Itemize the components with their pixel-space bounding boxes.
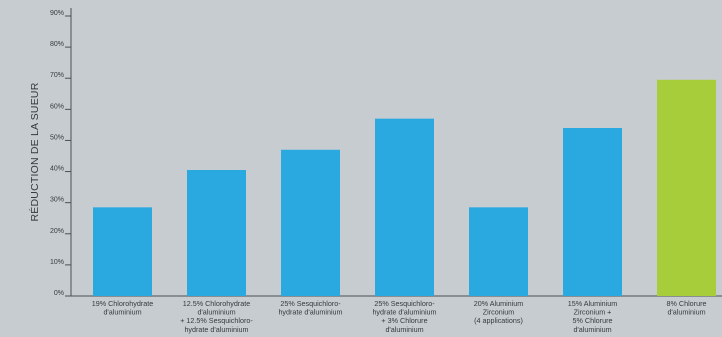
x-category-label: 25% Sesquichloro-hydrate d'aluminium: [278, 299, 342, 317]
x-category-label-line: d'aluminium: [385, 325, 423, 334]
x-category-label-line: + 3% Chlorure: [381, 316, 427, 325]
bar-7: [657, 79, 716, 297]
x-category-label-line: d'aluminium: [573, 325, 611, 334]
y-tick-label: 10%: [50, 259, 64, 266]
bar-2: [187, 170, 246, 296]
y-tick-label: 50%: [50, 134, 64, 141]
x-category-label: 12.5% Chlorohydrate d'aluminium + 12.5% Se…: [180, 299, 253, 334]
x-category-label-line: 12.5% Chlorohydrate: [183, 299, 251, 308]
bar-3: [281, 149, 340, 296]
y-tick-label: 30%: [50, 197, 64, 204]
x-category-label-line: d'aluminium: [197, 308, 235, 317]
x-category-label-line: d'aluminium: [667, 308, 705, 317]
x-category-label: 19% Chlorohydrate d'aluminium: [92, 299, 154, 317]
y-tick-label: 90%: [50, 10, 64, 17]
x-category-label-line: hydrate d'aluminium: [278, 308, 342, 317]
y-tick-label: 20%: [50, 228, 64, 235]
x-category-label-line: 8% Chlorure: [667, 299, 707, 308]
y-axis-title: RÉDUCTION DE LA SUEUR: [28, 82, 41, 221]
bar-1: [93, 207, 152, 296]
x-category-label-line: 25% Sesquichloro-: [374, 299, 435, 308]
bars: [93, 79, 716, 297]
x-category-label-line: + 12.5% Sesquichloro-: [180, 316, 253, 325]
x-category-label-line: hydrate d'aluminium: [372, 308, 436, 317]
x-category-label-line: Zirconium +: [574, 308, 612, 317]
bar-6: [563, 128, 622, 296]
x-category-label-line: 20% Aluminium: [474, 299, 524, 308]
x-category-label: 15% Aluminium Zirconium +5% Chlorure d'alu…: [568, 299, 618, 334]
x-category-label: 25% Sesquichloro-hydrate d'aluminium + 3%…: [372, 299, 436, 334]
x-category-label: 8% Chlorure d'aluminium: [667, 299, 707, 317]
x-category-label-line: d'aluminium: [103, 308, 141, 317]
bar-4: [375, 118, 434, 297]
y-tick-label: 0%: [54, 290, 64, 297]
x-category-label-line: hydrate d'aluminium: [184, 325, 248, 334]
x-category-label-line: 15% Aluminium: [568, 299, 618, 308]
y-tick-label: 60%: [50, 103, 64, 110]
x-category-label-line: 5% Chlorure: [573, 316, 613, 325]
y-tick-label: 80%: [50, 41, 64, 48]
y-tick-label: 70%: [50, 72, 64, 79]
bar-5: [469, 207, 528, 296]
x-category-label-line: 19% Chlorohydrate: [92, 299, 154, 308]
x-category-label-line: 25% Sesquichloro-: [280, 299, 341, 308]
y-tick-label: 40%: [50, 166, 64, 173]
x-category-label-line: (4 applications): [474, 316, 523, 325]
x-category-label-line: Zirconium: [483, 308, 515, 317]
x-category-label: 20% Aluminium Zirconium (4 applications): [474, 299, 524, 325]
